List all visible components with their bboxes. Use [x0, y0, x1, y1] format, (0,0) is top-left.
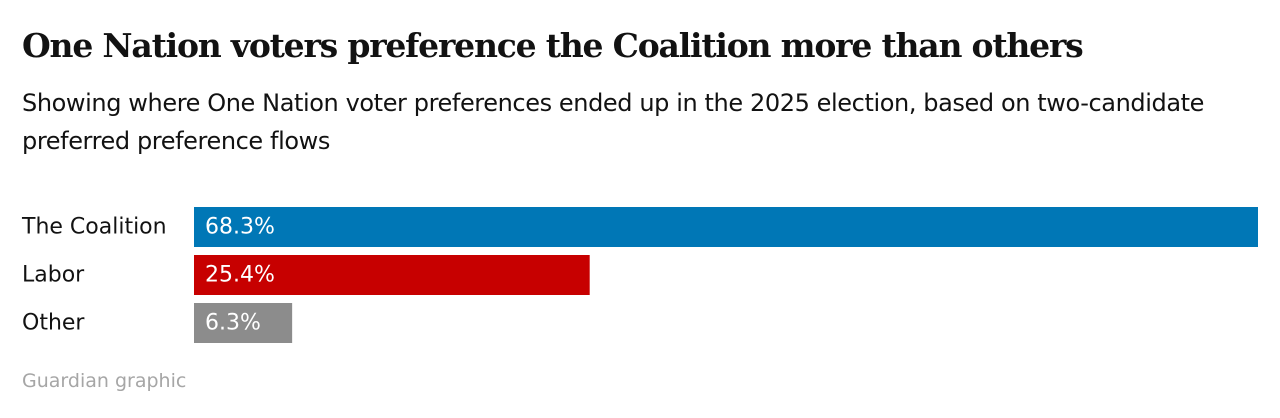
chart-subtitle: Showing where One Nation voter preferenc…: [22, 89, 1205, 155]
bar: [194, 303, 293, 343]
category-label: Labor: [22, 263, 85, 288]
bar: [194, 255, 590, 295]
bar-chart: The Coalition 68.3% Labor 25.4% Other 6.3%: [0, 196, 1280, 356]
bar-value-label: 6.3%: [205, 311, 261, 336]
chart-title: One Nation voters preference the Coaliti…: [22, 26, 1084, 65]
source-credit: Guardian graphic: [22, 370, 187, 392]
category-label: The Coalition: [21, 215, 167, 240]
bar-chart-svg: The Coalition 68.3% Labor 25.4% Other 6.3%: [21, 207, 1258, 343]
category-label: Other: [22, 311, 85, 336]
bar-value-label: 68.3%: [205, 215, 275, 240]
bar-value-label: 25.4%: [205, 263, 275, 288]
bar: [194, 207, 1258, 247]
